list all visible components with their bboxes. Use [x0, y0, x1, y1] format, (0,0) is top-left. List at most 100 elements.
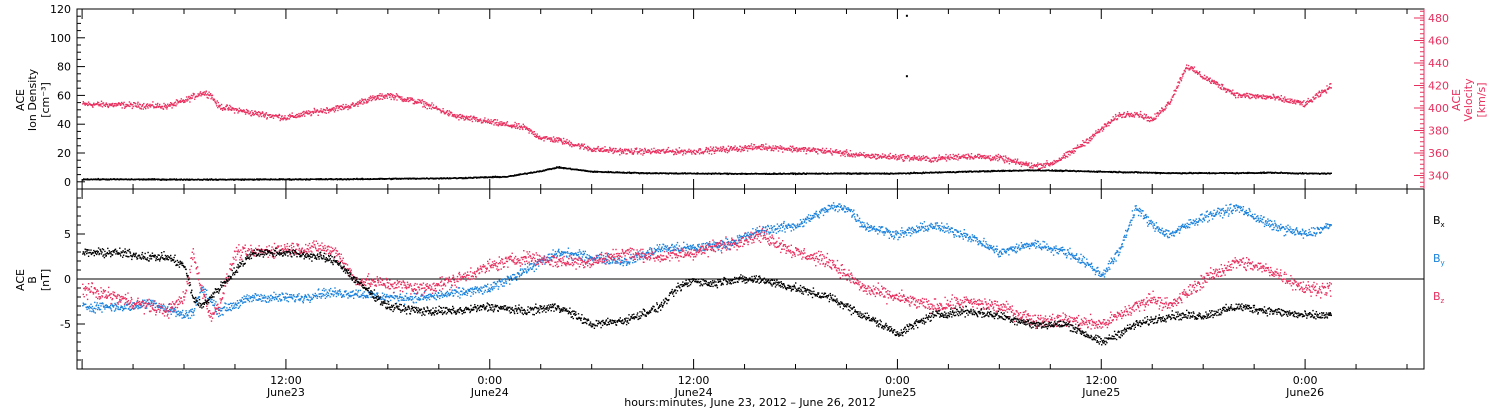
velocity-point [519, 128, 521, 130]
velocity-point [435, 105, 437, 108]
velocity-point [1216, 83, 1218, 86]
velocity-point [737, 149, 740, 152]
velocity-point [681, 149, 683, 151]
velocity-point [1266, 95, 1268, 97]
velocity-point [940, 156, 942, 158]
velocity-point [893, 158, 896, 160]
velocity-point [552, 140, 554, 142]
velocity-point [479, 118, 482, 120]
velocity-point [261, 112, 263, 114]
velocity-point [879, 156, 881, 158]
velocity-point [104, 104, 106, 106]
density-point [278, 179, 280, 181]
velocity-point [1143, 113, 1146, 115]
velocity-point [1164, 109, 1166, 111]
velocity-point [995, 155, 998, 157]
velocity-point [1328, 87, 1330, 89]
density-point [546, 169, 548, 171]
velocity-point [1264, 95, 1267, 97]
velocity-point [1178, 82, 1181, 84]
velocity-point [470, 115, 472, 117]
velocity-point [1155, 115, 1158, 117]
velocity-point [991, 158, 993, 160]
velocity-point [888, 155, 890, 158]
velocity-point [183, 101, 185, 104]
velocity-point [1214, 82, 1216, 84]
velocity-point [99, 103, 102, 105]
velocity-point [109, 103, 111, 106]
velocity-point [868, 155, 870, 157]
velocity-point [372, 95, 374, 97]
velocity-point [650, 152, 652, 154]
velocity-point [829, 151, 831, 153]
velocity-point [422, 101, 425, 103]
velocity-point [1304, 104, 1306, 106]
velocity-point [605, 149, 607, 151]
velocity-point [560, 139, 562, 141]
velocity-point [747, 148, 749, 150]
velocity-point [628, 150, 631, 152]
velocity-point [552, 136, 555, 138]
velocity-point [296, 116, 298, 118]
velocity-point [795, 149, 797, 151]
velocity-point [642, 154, 644, 156]
velocity-point [588, 148, 590, 151]
velocity-point [1182, 73, 1184, 75]
velocity-point [998, 156, 1000, 158]
velocity-point [406, 97, 409, 99]
velocity-point [1203, 74, 1206, 77]
density-point [361, 178, 363, 180]
velocity-point [1315, 93, 1318, 95]
velocity-point [621, 149, 623, 151]
velocity-point [1120, 114, 1123, 116]
velocity-point [121, 107, 123, 109]
velocity-point [959, 156, 961, 158]
velocity-point [557, 141, 559, 143]
velocity-point [396, 94, 399, 96]
velocity-point [636, 151, 638, 153]
velocity-point [935, 157, 938, 159]
density-point [834, 173, 836, 175]
velocity-point [419, 99, 421, 102]
velocity-point [212, 99, 215, 101]
velocity-point [793, 149, 795, 151]
velocity-point [1232, 93, 1234, 95]
velocity-point [998, 158, 1000, 161]
density-point [585, 169, 587, 172]
velocity-point [1314, 94, 1317, 96]
velocity-point [618, 149, 621, 151]
velocity-point [1285, 99, 1288, 101]
velocity-point [841, 153, 843, 155]
density-point [150, 178, 153, 180]
velocity-point [200, 93, 203, 95]
density-point [596, 170, 598, 173]
velocity-point [953, 158, 955, 160]
top-y-tick-label: 120 [50, 3, 71, 16]
velocity-point [726, 149, 728, 151]
x-tick-time-label: 0:00 [1293, 374, 1318, 387]
velocity-point [895, 156, 898, 158]
velocity-point [699, 148, 701, 150]
velocity-point [208, 91, 210, 93]
velocity-point [878, 157, 880, 159]
density-point [797, 173, 800, 175]
velocity-point [451, 115, 453, 117]
velocity-point [169, 105, 171, 107]
velocity-point [1261, 96, 1263, 98]
velocity-point [1042, 163, 1045, 165]
density-point [379, 178, 381, 180]
velocity-point [102, 102, 105, 104]
velocity-point [517, 126, 519, 129]
velocity-point [224, 107, 226, 110]
velocity-point [295, 116, 297, 119]
density-point [1114, 170, 1116, 173]
velocity-point [1107, 122, 1109, 124]
velocity-point [876, 157, 878, 160]
velocity-point [1284, 96, 1286, 98]
x-tick-time-label: 12:00 [270, 374, 302, 387]
velocity-point [992, 159, 994, 161]
velocity-point [1284, 99, 1286, 101]
velocity-point [270, 116, 272, 118]
velocity-point [752, 146, 754, 148]
velocity-point [521, 127, 523, 129]
